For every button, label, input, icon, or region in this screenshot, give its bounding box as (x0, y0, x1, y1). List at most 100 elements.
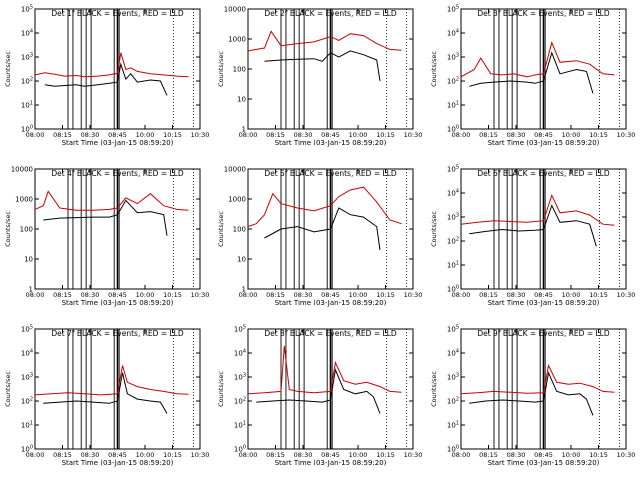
x-tick-label: 08:45 (321, 451, 340, 459)
x-tick-label: 08:15 (479, 451, 498, 459)
x-tick-label: 08:00 (452, 131, 471, 139)
y-tick-label: 10 (237, 96, 246, 104)
x-axis-label: Start Time (03-Jan-15 08:59:20) (275, 299, 387, 307)
detector-panel: Det 5f BLACK = Events, RED = LLDCounts/s… (217, 166, 422, 308)
x-tick-label: 08:00 (452, 451, 471, 459)
x-axis-label: Start Time (03-Jan-15 08:59:20) (275, 139, 387, 147)
x-tick-label: 08:30 (81, 451, 100, 459)
x-tick-label: 10:30 (617, 291, 636, 299)
x-tick-label: 10:30 (617, 451, 636, 459)
x-tick-label: 08:00 (26, 451, 45, 459)
y-tick-label: 105 (21, 325, 33, 334)
lld-series-line (34, 52, 189, 78)
detector-panel: Det 9f BLACK = Events, RED = LLDCounts/s… (430, 325, 635, 468)
y-tick-label: 102 (447, 397, 459, 406)
y-tick-label: 104 (447, 29, 459, 38)
y-tick-label: 102 (21, 77, 33, 86)
x-tick-label: 10:00 (349, 131, 368, 139)
y-axis-label: Counts/sec (430, 211, 438, 247)
x-tick-label: 10:30 (404, 131, 423, 139)
x-tick-label: 10:00 (562, 131, 581, 139)
events-series-line (43, 372, 168, 414)
x-tick-label: 08:30 (507, 291, 526, 299)
x-tick-label: 10:30 (617, 131, 636, 139)
x-tick-label: 08:45 (108, 451, 127, 459)
x-tick-label: 08:00 (239, 451, 258, 459)
y-tick-label: 100 (233, 226, 246, 234)
x-axis-label: Start Time (03-Jan-15 08:59:20) (488, 459, 600, 467)
y-tick-label: 103 (447, 213, 459, 222)
x-tick-label: 10:00 (136, 451, 155, 459)
x-tick-label: 10:15 (163, 451, 182, 459)
x-tick-label: 08:30 (294, 451, 313, 459)
x-tick-label: 08:15 (53, 291, 72, 299)
x-tick-label: 08:30 (81, 131, 100, 139)
x-tick-label: 10:15 (589, 451, 608, 459)
y-axis-label: Counts/sec (217, 51, 225, 87)
x-tick-label: 08:15 (266, 451, 285, 459)
y-axis-label: Counts/sec (217, 371, 225, 407)
y-tick-label: 104 (447, 189, 459, 198)
x-tick-label: 08:00 (239, 131, 258, 139)
x-tick-label: 10:00 (136, 131, 155, 139)
x-tick-label: 10:30 (404, 291, 423, 299)
y-tick-label: 101 (447, 261, 459, 270)
y-tick-label: 103 (447, 373, 459, 382)
x-tick-label: 10:15 (589, 131, 608, 139)
y-axis-label: Counts/sec (430, 51, 438, 87)
events-series-line (44, 62, 168, 96)
y-tick-label: 102 (447, 237, 459, 246)
lld-series-line (34, 190, 189, 211)
y-tick-label: 105 (21, 5, 33, 14)
lld-series-line (460, 363, 615, 395)
x-tick-label: 10:15 (376, 451, 395, 459)
y-tick-label: 10000 (11, 166, 33, 174)
events-series-line (256, 368, 381, 414)
x-tick-label: 10:00 (349, 451, 368, 459)
x-tick-label: 10:30 (191, 451, 210, 459)
x-tick-label: 08:15 (266, 291, 285, 299)
x-tick-label: 08:15 (479, 291, 498, 299)
x-tick-label: 10:15 (163, 131, 182, 139)
detector-panel: Det 1f BLACK = Events, RED = LLDCounts/s… (4, 5, 209, 148)
detector-panel: Det 6f BLACK = Events, RED = LLDCounts/s… (430, 165, 635, 308)
x-tick-label: 08:45 (534, 291, 553, 299)
y-tick-label: 10000 (224, 6, 246, 14)
x-tick-label: 10:30 (191, 131, 210, 139)
events-series-line (264, 50, 381, 81)
events-series-line (469, 371, 594, 416)
y-tick-label: 104 (234, 349, 246, 358)
y-tick-label: 100 (234, 445, 246, 454)
lld-series-line (34, 365, 189, 396)
x-tick-label: 08:00 (452, 291, 471, 299)
x-tick-label: 08:15 (53, 131, 72, 139)
x-tick-label: 08:45 (534, 131, 553, 139)
x-tick-label: 10:15 (589, 291, 608, 299)
y-axis-label: Counts/sec (217, 211, 225, 247)
y-tick-label: 1 (242, 126, 246, 134)
y-tick-label: 105 (234, 325, 246, 334)
lld-series-line (247, 345, 402, 395)
x-axis-label: Start Time (03-Jan-15 08:59:20) (488, 299, 600, 307)
y-axis-label: Counts/sec (430, 371, 438, 407)
x-tick-label: 10:30 (404, 451, 423, 459)
x-tick-label: 10:15 (376, 291, 395, 299)
x-tick-label: 08:00 (26, 291, 45, 299)
y-tick-label: 1000 (15, 196, 33, 204)
x-tick-label: 10:15 (376, 131, 395, 139)
y-tick-label: 10 (24, 256, 33, 264)
y-tick-label: 10 (237, 256, 246, 264)
x-axis-label: Start Time (03-Jan-15 08:59:20) (275, 459, 387, 467)
x-tick-label: 10:00 (349, 291, 368, 299)
lld-series-line (247, 30, 402, 52)
lld-series-line (460, 193, 615, 226)
events-series-line (43, 199, 168, 236)
y-tick-label: 102 (447, 77, 459, 86)
y-tick-label: 100 (21, 445, 33, 454)
y-tick-label: 103 (234, 373, 246, 382)
lld-series-line (460, 41, 615, 78)
y-tick-label: 104 (21, 29, 33, 38)
events-series-line (469, 204, 597, 247)
y-tick-label: 100 (447, 125, 459, 134)
